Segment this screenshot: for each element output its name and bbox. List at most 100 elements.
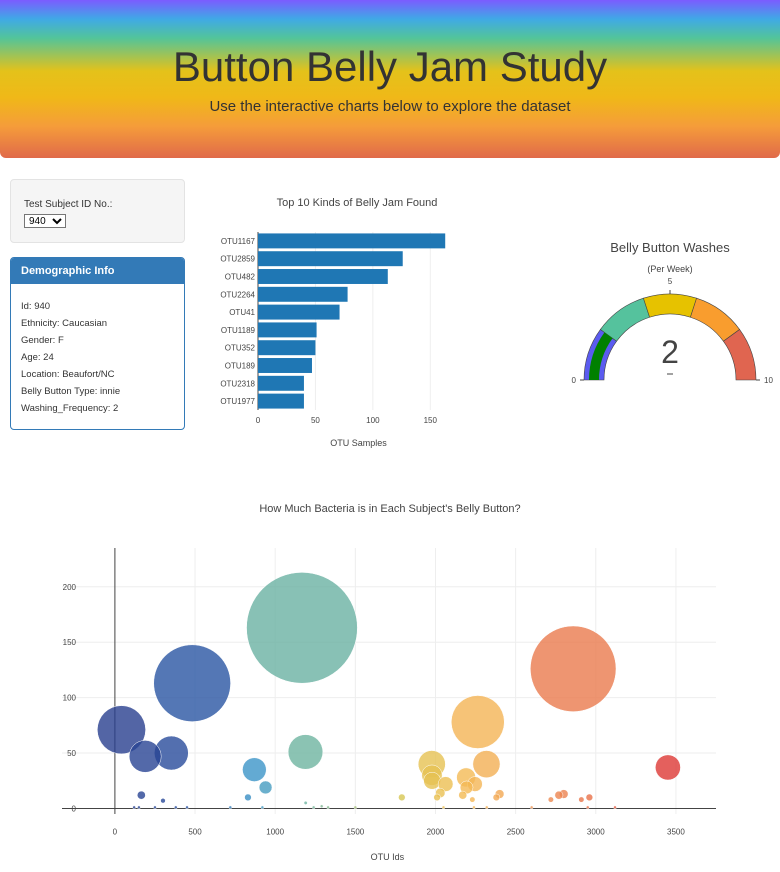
- bubble-chart-point[interactable]: [529, 805, 534, 810]
- subject-selector-well: Test Subject ID No.: 940: [10, 179, 185, 243]
- bubble-chart-point[interactable]: [451, 695, 505, 749]
- subject-id-label: Test Subject ID No.:: [24, 199, 113, 210]
- bar-chart-bar[interactable]: [258, 340, 316, 356]
- gauge-value-bar: [589, 332, 613, 380]
- bubble-chart-point[interactable]: [303, 800, 308, 805]
- bar-chart-bar[interactable]: [258, 358, 312, 373]
- bubble-chart-x-tick-label: 1000: [266, 827, 284, 836]
- bubble-chart-point[interactable]: [128, 740, 162, 773]
- bar-chart-y-tick-label: OTU1977: [220, 397, 255, 406]
- bubble-chart-point[interactable]: [326, 805, 330, 810]
- bar-chart-y-tick-label: OTU41: [229, 308, 255, 317]
- bubble-chart-point[interactable]: [554, 790, 564, 800]
- bubble-chart-point[interactable]: [469, 796, 476, 803]
- gauge-tick-label: 10: [764, 376, 773, 385]
- demographic-row: Washing_Frequency: 2: [21, 403, 119, 414]
- bar-chart-bar[interactable]: [258, 269, 388, 284]
- top-ten-bar-chart[interactable]: Top 10 Kinds of Belly Jam Found 0 50 100 150…: [190, 180, 540, 455]
- bubble-chart-point[interactable]: [160, 798, 166, 804]
- bubble-chart-point[interactable]: [530, 625, 617, 712]
- bar-chart-x-tick-label: 0: [256, 416, 261, 425]
- gauge-step-band: [600, 297, 650, 342]
- bubble-chart-point[interactable]: [472, 750, 501, 778]
- bubble-chart-point[interactable]: [472, 805, 476, 810]
- bubble-chart-y-tick-label: 100: [63, 694, 77, 703]
- bar-chart-bar[interactable]: [258, 304, 340, 320]
- bubble-chart-point[interactable]: [246, 572, 358, 684]
- bubble-chart-x-tick-label: 1500: [346, 827, 364, 836]
- bar-chart-x-tick-label: 50: [311, 416, 320, 425]
- bubble-chart-point[interactable]: [353, 805, 358, 810]
- demographic-row: Ethnicity: Caucasian: [21, 318, 108, 329]
- bar-chart-y-tick-label: OTU1167: [221, 237, 256, 246]
- bar-chart-bar[interactable]: [258, 233, 446, 249]
- bubble-chart-point[interactable]: [433, 793, 441, 802]
- bar-chart-bar[interactable]: [258, 322, 317, 338]
- bubble-chart-point[interactable]: [132, 805, 136, 810]
- washes-gauge-chart: Belly Button Washes (Per Week) 0 5 10 2: [572, 240, 774, 385]
- gauge-value: 2: [661, 334, 679, 370]
- bubble-chart-point[interactable]: [311, 805, 316, 810]
- demographic-row: Age: 24: [21, 352, 54, 363]
- bubble-chart-point[interactable]: [137, 805, 141, 810]
- gauge-tick-label: 5: [668, 277, 673, 286]
- bubble-chart-point[interactable]: [585, 793, 594, 802]
- bubble-chart-x-tick-label: 2000: [427, 827, 445, 836]
- bubble-chart-point[interactable]: [423, 772, 441, 790]
- bubble-chart-point[interactable]: [97, 705, 146, 755]
- bubble-chart-point[interactable]: [655, 754, 681, 781]
- bar-chart-bar[interactable]: [258, 251, 403, 267]
- bubble-chart-point[interactable]: [153, 644, 231, 722]
- page-subtitle: Use the interactive charts below to expl…: [209, 98, 571, 115]
- bar-chart-y-tick-label: OTU2264: [220, 290, 255, 299]
- bar-chart-y-tick-label: OTU352: [225, 344, 256, 353]
- bubble-chart-point[interactable]: [260, 805, 265, 810]
- gauge-title: Belly Button Washes: [610, 240, 730, 255]
- bubble-chart-point[interactable]: [174, 805, 178, 810]
- bubble-chart-point[interactable]: [613, 805, 617, 810]
- bubble-chart-title: How Much Bacteria is in Each Subject's B…: [259, 503, 520, 515]
- bar-chart-bar[interactable]: [258, 375, 304, 391]
- subject-id-select[interactable]: 940: [24, 214, 66, 228]
- demographic-row: Location: Beaufort/NC: [21, 369, 115, 380]
- demographic-info-body: Id: 940 Ethnicity: Caucasian Gender: F Age:…: [11, 284, 184, 417]
- bar-chart-bar[interactable]: [258, 286, 348, 302]
- bubble-chart-point[interactable]: [153, 805, 157, 810]
- gauge-step-band: [722, 329, 757, 381]
- bubble-chart-point[interactable]: [319, 804, 324, 808]
- gauge-subtitle: (Per Week): [647, 264, 692, 274]
- bubble-chart-point[interactable]: [242, 757, 267, 782]
- bubble-chart-y-tick-label: 150: [63, 638, 77, 647]
- bubble-chart-point[interactable]: [441, 805, 446, 810]
- bubble-chart-point[interactable]: [228, 805, 233, 810]
- demographic-row: Gender: F: [21, 335, 64, 346]
- bar-chart-x-tick-label: 150: [424, 416, 438, 425]
- bacteria-bubble-chart[interactable]: How Much Bacteria is in Each Subject's B…: [0, 490, 780, 870]
- bubble-chart-point[interactable]: [458, 790, 468, 800]
- bar-chart-title: Top 10 Kinds of Belly Jam Found: [277, 197, 438, 209]
- bubble-chart-x-axis-label: OTU Ids: [371, 852, 405, 862]
- bubble-chart-x-tick-label: 2500: [507, 827, 525, 836]
- bubble-chart-point[interactable]: [258, 780, 273, 795]
- bar-chart-y-tick-label: OTU2318: [220, 379, 255, 388]
- bubble-chart-point[interactable]: [287, 734, 324, 770]
- bubble-chart-y-tick-label: 0: [72, 804, 77, 813]
- bubble-chart-y-tick-label: 200: [63, 583, 77, 592]
- page-header: Button Belly Jam Study Use the interacti…: [0, 0, 780, 158]
- bar-chart-bar[interactable]: [258, 393, 304, 409]
- bubble-chart-point[interactable]: [437, 776, 454, 792]
- bubble-chart-point[interactable]: [185, 805, 189, 810]
- bubble-chart-point[interactable]: [398, 793, 406, 802]
- demographic-row: Belly Button Type: innie: [21, 386, 121, 397]
- bubble-chart-point[interactable]: [547, 796, 554, 803]
- bar-chart-x-tick-label: 100: [366, 416, 380, 425]
- bar-chart-y-tick-label: OTU482: [225, 273, 256, 282]
- bubble-chart-point[interactable]: [137, 790, 146, 800]
- bubble-chart-point[interactable]: [244, 793, 252, 802]
- bubble-chart-y-tick-label: 50: [67, 749, 76, 758]
- bubble-chart-point[interactable]: [485, 805, 489, 810]
- bubble-chart-point[interactable]: [586, 805, 590, 810]
- bubble-chart-point[interactable]: [578, 796, 585, 803]
- bubble-chart-point[interactable]: [492, 793, 501, 802]
- demographic-row: Id: 940: [21, 301, 51, 312]
